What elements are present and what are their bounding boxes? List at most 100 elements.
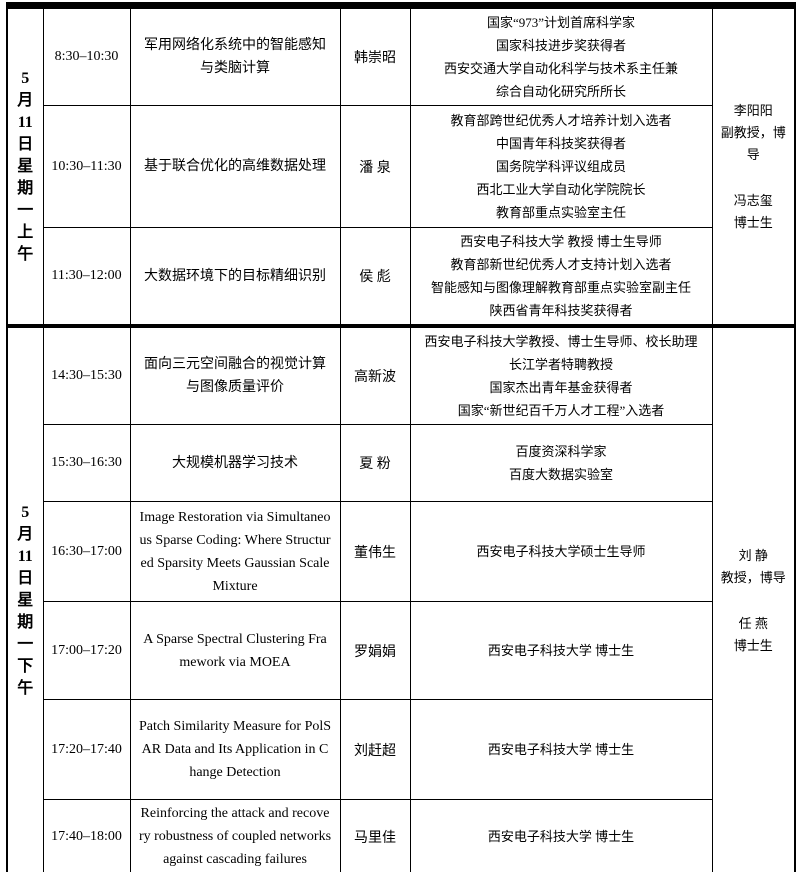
session-date-morning: 5 月 11 日星期一上午 — [6, 5, 44, 327]
text-line: 月 — [17, 525, 34, 543]
text-line: 教育部跨世纪优秀人才培养计划入选者 — [450, 113, 672, 128]
text-line: 11 — [17, 547, 33, 565]
talk-title: Image Restoration via Simultaneous Spars… — [129, 501, 341, 602]
text-line: 月 — [17, 91, 34, 109]
chair-name: 刘 静 — [738, 547, 768, 563]
chair-title: 副教授，博导 — [720, 124, 786, 162]
session-chairs-afternoon: 刘 静 教授，博导 任 燕 博士生 — [711, 324, 796, 872]
speaker-credentials: 国家“973”计划首席科学家 国家科技进步奖获得者西安交通大学自动化科学与技术系主… — [409, 5, 713, 106]
speaker-credentials: 教育部跨世纪优秀人才培养计划入选者 中国青年科技奖获得者 国务院学科评议组成员西北工… — [409, 105, 713, 228]
talk-title: Patch Similarity Measure for PolSAR Data… — [129, 699, 341, 800]
text-line: 国家“973”计划首席科学家 — [486, 15, 636, 30]
text-line: 西安交通大学自动化科学与技术系主任兼 — [443, 61, 678, 76]
text-line: 西安电子科技大学教授、博士生导师、校长助理 — [424, 334, 698, 349]
table-row: 17:40–18:00 Reinforcing the attack and r… — [7, 799, 795, 872]
speaker-name: 刘赶超 — [339, 699, 411, 800]
speaker-name: 马里佳 — [339, 799, 411, 872]
chair-name: 任 燕 — [738, 615, 768, 631]
text-line: 星 — [17, 591, 34, 609]
talk-title: 基于联合优化的高维数据处理 — [129, 105, 341, 228]
speaker-name: 夏 粉 — [339, 424, 411, 502]
text-line: 智能感知与图像理解教育部重点实验室副主任 — [430, 280, 691, 295]
table-row: 15:30–16:30 大规模机器学习技术 夏 粉 百度资深科学家 百度大数据实验… — [7, 424, 795, 502]
text-line: 5 — [21, 69, 30, 87]
time-slot: 8:30–10:30 — [42, 5, 131, 106]
text-line: 国家科技进步奖获得者 — [495, 38, 626, 53]
talk-title: 面向三元空间融合的视觉计算与图像质量评价 — [129, 324, 341, 425]
speaker-name: 韩崇昭 — [339, 5, 411, 106]
time-slot: 17:00–17:20 — [42, 601, 131, 700]
text-line: 百度大数据实验室 — [508, 467, 613, 482]
text-line: 西安电子科技大学 博士生 — [487, 829, 635, 844]
table-row: 5 月 11 日星期一下午 14:30–15:30 面向三元空间融合的视觉计算与图像质… — [6, 324, 796, 872]
talk-title: 军用网络化系统中的智能感知与类脑计算 — [129, 5, 341, 106]
chair-title: 博士生 — [733, 637, 773, 653]
table-row: 17:00–17:20 A Sparse Spectral Clustering… — [7, 601, 795, 700]
text-line: 中国青年科技奖获得者 — [495, 136, 626, 151]
chair-entry: 任 燕 博士生 — [715, 613, 793, 657]
speaker-credentials: 西安电子科技大学 博士生 — [409, 699, 713, 800]
chair-name: 冯志玺 — [733, 192, 773, 208]
speaker-name: 侯 彪 — [339, 227, 411, 327]
text-line: 上 — [17, 223, 34, 241]
speaker-name: 罗娟娟 — [339, 601, 411, 700]
text-line: 西安电子科技大学 教授 博士生导师 — [460, 234, 662, 249]
text-line: 西安电子科技大学 博士生 — [487, 643, 635, 658]
chair-title: 教授，博导 — [720, 569, 786, 585]
time-slot: 10:30–11:30 — [42, 105, 131, 228]
session-date-afternoon: 5 月 11 日星期一下午 — [6, 324, 44, 872]
text-line: 西安电子科技大学 博士生 — [487, 742, 635, 757]
chair-entry: 冯志玺 博士生 — [715, 190, 793, 234]
table-row: 11:30–12:00 大数据环境下的目标精细识别 侯 彪 西安电子科技大学 教… — [7, 227, 795, 327]
text-line: 星 — [17, 157, 34, 175]
speaker-credentials: 百度资深科学家 百度大数据实验室 — [409, 424, 713, 502]
text-line: 国务院学科评议组成员 — [495, 159, 626, 174]
text-line: 日 — [17, 569, 34, 587]
text-line: 日 — [17, 135, 34, 153]
talk-title: 大规模机器学习技术 — [129, 424, 341, 502]
text-line: 5 — [21, 503, 30, 521]
text-line: 一 — [17, 201, 34, 219]
session-chairs-morning: 李阳阳 副教授，博导 冯志玺 博士生 — [711, 5, 796, 327]
chair-name: 李阳阳 — [733, 102, 773, 118]
time-slot: 15:30–16:30 — [42, 424, 131, 502]
text-line: 教育部新世纪优秀人才支持计划入选者 — [450, 257, 672, 272]
text-line: 西北工业大学自动化学院院长 — [476, 182, 646, 197]
speaker-credentials: 西安电子科技大学 博士生 — [409, 601, 713, 700]
talk-title: Reinforcing the attack and recovery robu… — [129, 799, 341, 872]
text-line: 教育部重点实验室主任 — [495, 205, 626, 220]
speaker-credentials: 西安电子科技大学硕士生导师 — [409, 501, 713, 602]
text-line: 国家“新世纪百千万人才工程”入选者 — [457, 403, 665, 418]
text-line: 下 — [17, 657, 34, 675]
chair-entry: 李阳阳 副教授，博导 — [715, 100, 793, 166]
time-slot: 17:20–17:40 — [42, 699, 131, 800]
text-line: 午 — [17, 245, 34, 263]
conference-schedule-table: 5 月 11 日星期一上午 8:30–10:30 军用网络化系统中的智能感知与类脑计算… — [6, 2, 796, 872]
text-line: 西安电子科技大学硕士生导师 — [476, 544, 646, 559]
time-slot: 11:30–12:00 — [42, 227, 131, 327]
time-slot: 17:40–18:00 — [42, 799, 131, 872]
speaker-name: 潘 泉 — [339, 105, 411, 228]
text-line: 国家杰出青年基金获得者 — [489, 380, 633, 395]
time-slot: 16:30–17:00 — [42, 501, 131, 602]
text-line: 长江学者特聘教授 — [508, 357, 613, 372]
speaker-credentials: 西安电子科技大学教授、博士生导师、校长助理 长江学者特聘教授国家杰出青年基金获得者… — [409, 324, 713, 425]
text-line: 一 — [17, 635, 34, 653]
text-line: 陕西省青年科技奖获得者 — [489, 303, 633, 318]
speaker-name: 董伟生 — [339, 501, 411, 602]
text-line: 期 — [17, 613, 34, 631]
table-row: 10:30–11:30 基于联合优化的高维数据处理 潘 泉 教育部跨世纪优秀人才… — [7, 105, 795, 228]
table-row: 16:30–17:00 Image Restoration via Simult… — [7, 501, 795, 602]
table-row: 5 月 11 日星期一上午 8:30–10:30 军用网络化系统中的智能感知与类脑计算… — [6, 5, 796, 327]
text-line: 11 — [17, 113, 33, 131]
time-slot: 14:30–15:30 — [42, 324, 131, 425]
talk-title: A Sparse Spectral Clustering Framework v… — [129, 601, 341, 700]
text-line: 午 — [17, 679, 34, 697]
text-line: 综合自动化研究所所长 — [495, 84, 626, 99]
chair-entry: 刘 静 教授，博导 — [715, 545, 793, 589]
speaker-name: 高新波 — [339, 324, 411, 425]
speaker-credentials: 西安电子科技大学 博士生 — [409, 799, 713, 872]
speaker-credentials: 西安电子科技大学 教授 博士生导师 教育部新世纪优秀人才支持计划入选者智能感知与图… — [409, 227, 713, 327]
